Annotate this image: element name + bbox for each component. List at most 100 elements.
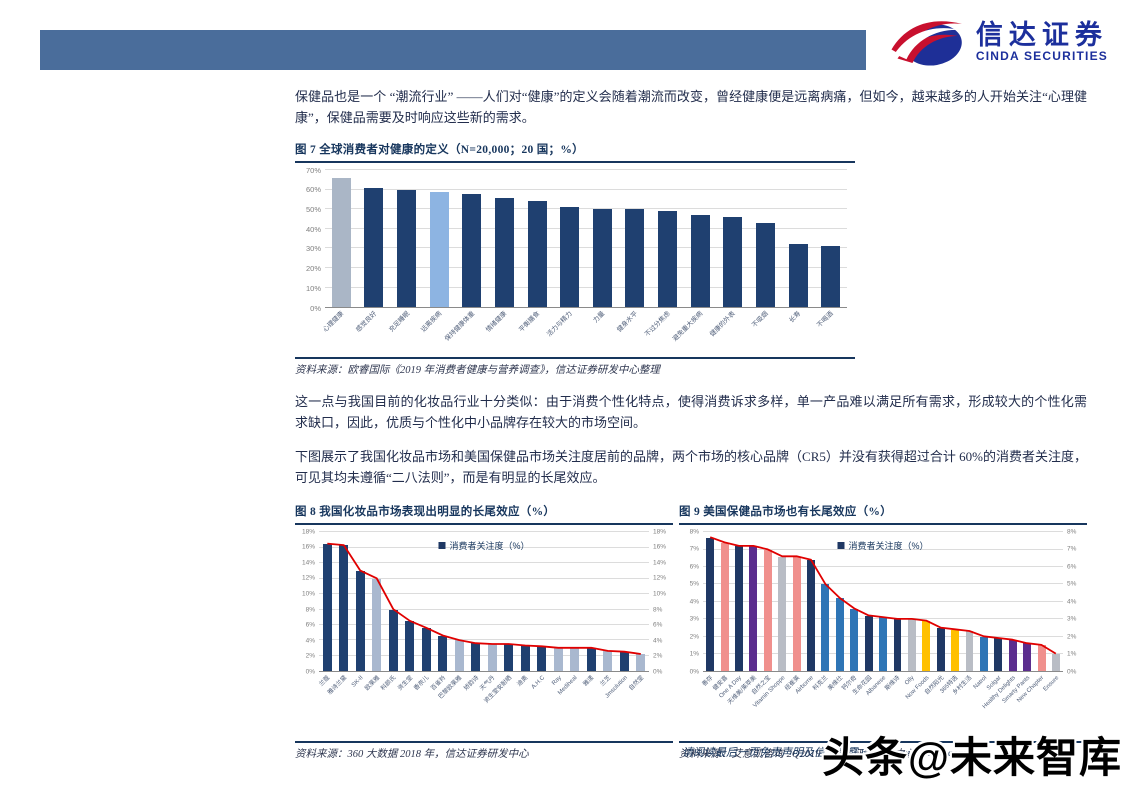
- bar: [755, 222, 775, 308]
- bar: [763, 549, 772, 672]
- bar: [421, 628, 431, 672]
- paragraph-cr5-longtail: 下图展示了我国化妆品市场和美国保健品市场关注度居前的品牌，两个市场的核心品牌（C…: [295, 449, 1087, 486]
- bar: [487, 644, 497, 672]
- y-tick-label: 3%: [1067, 615, 1077, 623]
- y-tick-label: 30%: [305, 244, 321, 254]
- y-tick-label: 6%: [689, 563, 699, 571]
- x-axis-label: 充足睡眠: [387, 310, 411, 334]
- y-tick-label: 14%: [653, 559, 667, 567]
- bar-series: [703, 532, 1063, 672]
- bar: [850, 608, 859, 672]
- x-axis-label: 心理健康: [322, 310, 346, 334]
- x-axis-label: 健康的外表: [709, 310, 738, 339]
- y-tick-label: 4%: [305, 636, 315, 644]
- x-axis-label: 雅漾: [582, 675, 596, 689]
- bar: [1051, 653, 1060, 672]
- company-logo: 信达证券 CINDA SECURITIES: [890, 12, 1108, 72]
- bar: [792, 556, 801, 672]
- x-axis-label: Natrol: [972, 675, 989, 691]
- paragraph-health-trend: 保健品也是一个 “潮流行业” ——人们对“健康”的定义会随着潮流而改变，曾经健康…: [295, 89, 1087, 126]
- figure-9-chart: 0% 1% 2% 3% 4% 5% 6% 7% 8% 消费者关注度（%） 0% 1% 2% 3% 4% 5…: [679, 528, 1087, 738]
- y-tick-label: 10%: [653, 590, 667, 598]
- figure-7-chart: 0% 10% 20% 30% 40% 50% 60% 70% 心理健康 感觉良好 充足睡眠 远离疾病…: [295, 166, 855, 354]
- bar: [586, 648, 596, 672]
- bar: [658, 211, 678, 308]
- y-tick-label: 1%: [1067, 650, 1077, 658]
- y-tick-label: 3%: [689, 615, 699, 623]
- legend-swatch-icon: [438, 542, 446, 550]
- y-tick-label: 0%: [305, 668, 315, 676]
- figure-9-left-y-axis: 0% 1% 2% 3% 4% 5% 6% 7% 8%: [679, 528, 703, 675]
- figure-8-right-y-axis: 0% 2% 4% 6% 8% 10% 12% 14% 16% 18%: [649, 529, 673, 675]
- y-tick-label: 70%: [305, 165, 321, 175]
- bar: [494, 197, 514, 308]
- gridline: [319, 531, 649, 533]
- y-tick-label: 6%: [305, 621, 315, 629]
- bar: [807, 560, 815, 672]
- x-axis-label: 不喝酒: [816, 310, 835, 330]
- bar: [372, 578, 382, 672]
- y-tick-label: 6%: [653, 621, 663, 629]
- y-tick-label: 16%: [301, 543, 315, 551]
- bar: [397, 189, 417, 308]
- y-tick-label: 5%: [689, 580, 699, 588]
- report-body: 保健品也是一个 “潮流行业” ——人们对“健康”的定义会随着潮流而改变，曾经健康…: [295, 86, 1087, 775]
- y-tick-label: 0%: [1067, 668, 1077, 676]
- bar: [527, 201, 547, 308]
- bar: [706, 537, 715, 672]
- brand-name-en: CINDA SECURITIES: [975, 49, 1108, 64]
- gridline: [325, 266, 847, 268]
- chart-legend: 消费者关注度（%）: [837, 539, 929, 552]
- bar: [438, 635, 448, 672]
- x-axis-label: 香奈儿: [413, 675, 431, 693]
- bar: [788, 244, 808, 308]
- bar: [405, 621, 415, 672]
- y-tick-label: 6%: [1067, 563, 1077, 571]
- y-tick-label: 8%: [689, 528, 699, 536]
- y-tick-label: 2%: [305, 652, 315, 660]
- y-tick-label: 50%: [305, 204, 321, 214]
- figure-8-title: 图 8 我国化妆品市场表现出明显的长尾效应（%）: [295, 503, 673, 526]
- y-tick-label: 8%: [653, 605, 663, 613]
- x-axis-label: 资生堂: [397, 675, 414, 693]
- y-tick-label: 5%: [1067, 580, 1077, 588]
- bar: [778, 556, 787, 672]
- y-tick-label: 2%: [653, 652, 663, 660]
- bar: [388, 609, 398, 672]
- legend-label: 消费者关注度（%）: [848, 541, 929, 552]
- y-tick-label: 10%: [301, 590, 315, 598]
- bar: [339, 545, 349, 672]
- y-tick-label: 12%: [301, 574, 315, 582]
- x-axis-label: 保持健康体重: [443, 310, 477, 343]
- bar: [364, 187, 384, 308]
- bar: [965, 631, 974, 672]
- x-axis-label: 健身水平: [615, 310, 640, 334]
- bar: [636, 654, 646, 672]
- bar: [619, 651, 629, 672]
- y-tick-label: 60%: [305, 185, 321, 195]
- y-tick-label: 7%: [689, 545, 699, 553]
- x-axis-label: 欧莱雅: [364, 675, 381, 693]
- figure-8-left-y-axis: 0% 2% 4% 6% 8% 10% 12% 14% 16% 18%: [295, 529, 319, 675]
- y-tick-label: 7%: [1067, 545, 1077, 553]
- bar: [603, 651, 613, 672]
- x-axis-label: 长寿: [788, 310, 803, 325]
- figure-8-source: 资料来源：360 大数据 2018 年，信达证券研发中心: [295, 741, 673, 761]
- y-tick-label: 20%: [305, 263, 321, 273]
- figure-8-chart: 0% 2% 4% 6% 8% 10% 12% 14% 16% 18% 消费者关注度（%） 0% 2%…: [295, 529, 673, 738]
- bar: [1008, 640, 1017, 672]
- y-tick-label: 8%: [1067, 528, 1077, 536]
- y-tick-label: 1%: [689, 650, 699, 658]
- bar: [922, 620, 931, 672]
- x-axis-label: 兰蔻: [318, 675, 332, 689]
- bar: [520, 645, 530, 672]
- x-axis-label: 娇韵诗: [463, 675, 480, 693]
- x-axis-label: 科颜氏: [380, 675, 398, 693]
- bar: [735, 546, 743, 672]
- x-axis-label: 美维仕: [827, 675, 845, 693]
- y-tick-label: 4%: [653, 636, 663, 644]
- x-axis-label: 兰芝: [599, 675, 612, 689]
- bar: [570, 648, 580, 672]
- figure-9-title: 图 9 美国保健品市场也有长尾效应（%）: [679, 503, 1087, 526]
